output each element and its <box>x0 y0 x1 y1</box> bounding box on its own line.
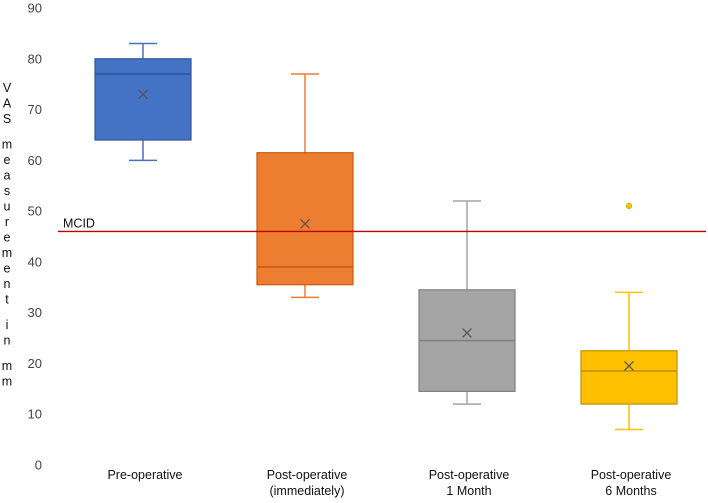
category-label: Post-operative <box>591 468 672 482</box>
y-tick-label: 60 <box>28 153 42 168</box>
y-tick-label: 0 <box>35 458 42 473</box>
y-axis-label-char: m <box>2 138 12 152</box>
box-group <box>418 200 516 405</box>
y-axis-ticks: 0 10 20 30 40 50 60 70 80 90 <box>28 1 42 473</box>
y-tick-label: 10 <box>28 407 42 422</box>
box-series <box>94 42 678 431</box>
mcid-label: MCID <box>63 216 95 230</box>
y-axis-label-char: A <box>3 97 12 111</box>
iqr-box <box>256 152 354 286</box>
y-axis-label-char: r <box>5 215 9 229</box>
y-axis-label-char: i <box>6 318 9 332</box>
y-axis-label-char: a <box>4 169 11 183</box>
y-tick-label: 80 <box>28 51 42 66</box>
category-label: Post-operative <box>267 468 348 482</box>
y-axis-label-char: m <box>2 246 12 260</box>
y-axis-label-char: u <box>4 200 11 214</box>
category-label: Pre-operative <box>107 468 182 482</box>
mean-marker <box>462 328 472 338</box>
y-axis-label-char: n <box>4 277 11 291</box>
y-tick-label: 40 <box>28 254 42 269</box>
y-axis-label-char: n <box>4 334 11 348</box>
x-axis-categories: Pre-operative Post-operative (immediately)… <box>107 468 671 498</box>
mcid-reference: MCID <box>58 216 706 233</box>
category-label: 1 Month <box>446 484 491 498</box>
iqr-box <box>580 350 678 405</box>
box-group <box>580 202 678 431</box>
y-axis-label-char: e <box>4 231 11 245</box>
y-axis-label-char: m <box>2 375 12 389</box>
y-axis-label-char: V <box>3 81 12 95</box>
iqr-box <box>94 58 192 141</box>
mean-marker <box>300 218 310 229</box>
category-label: (immediately) <box>269 484 344 498</box>
y-axis-label-char: s <box>4 184 10 198</box>
box-group <box>94 42 192 162</box>
y-axis-label-char: S <box>3 112 11 126</box>
y-tick-label: 20 <box>28 356 42 371</box>
category-label: Post-operative <box>429 468 510 482</box>
y-axis-label-char: m <box>2 359 12 373</box>
box-group <box>256 73 354 299</box>
outlier-point <box>625 202 633 210</box>
mean-marker <box>138 89 148 100</box>
y-axis-label-char: t <box>5 293 9 307</box>
y-axis-label-char: e <box>4 153 11 167</box>
y-tick-label: 70 <box>28 102 42 117</box>
category-label: 6 Months <box>605 484 656 498</box>
y-tick-label: 30 <box>28 305 42 320</box>
y-tick-label: 90 <box>28 1 42 16</box>
y-axis-label-char: e <box>4 262 11 276</box>
y-tick-label: 50 <box>28 204 42 219</box>
mean-marker <box>624 361 634 371</box>
